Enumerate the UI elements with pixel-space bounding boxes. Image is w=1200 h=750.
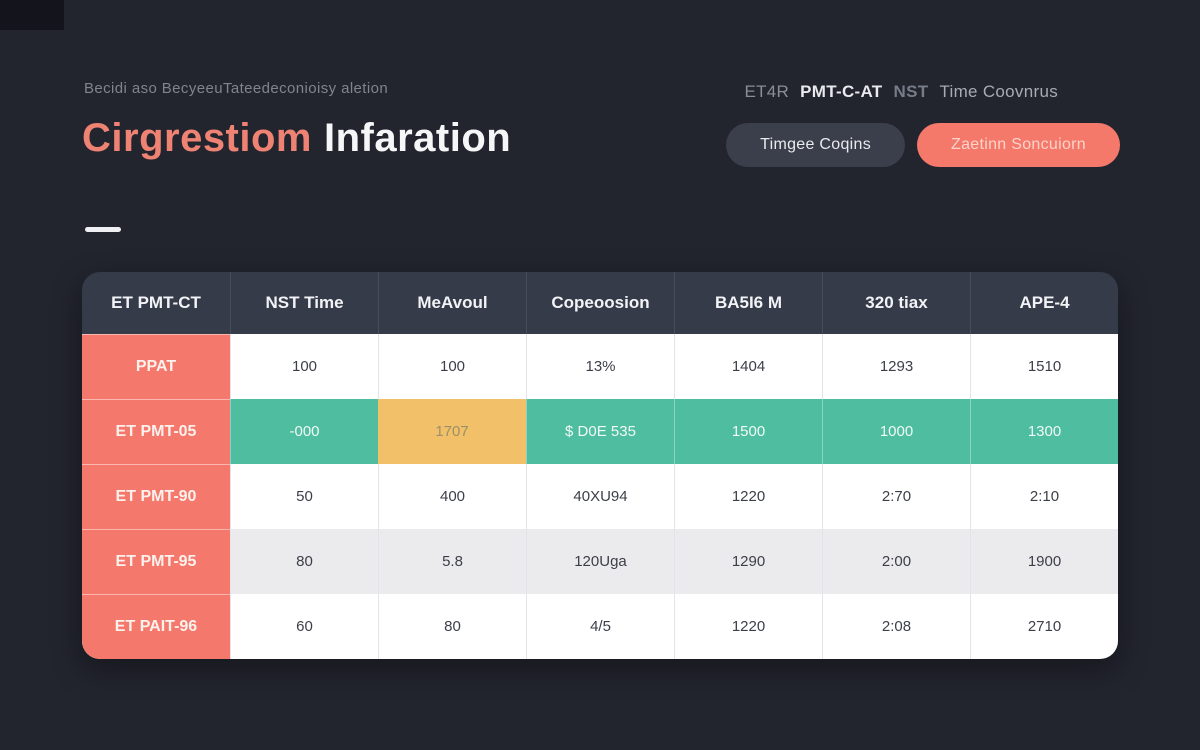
page-title-rest: Infaration — [324, 116, 512, 160]
title-underline-dash — [85, 227, 121, 232]
row-label-cell: ET PMT-95 — [82, 529, 230, 594]
column-header: MeAvoul — [378, 272, 526, 334]
secondary-action-button[interactable]: Timgee Coqins — [726, 123, 906, 167]
table-cell: 1404 — [674, 334, 822, 399]
table-cell: 100 — [378, 334, 526, 399]
header-right-label-part4: Time Coovnrus — [939, 82, 1058, 101]
header-right-label-part1: ET4R — [744, 82, 790, 101]
column-header: Copeoosion — [526, 272, 674, 334]
column-header: APE-4 — [970, 272, 1118, 334]
table-cell: 4/5 — [526, 594, 674, 659]
table-cell: 50 — [230, 464, 378, 529]
table-cell-highlight-teal: 1000 — [822, 399, 970, 464]
table-cell: 1510 — [970, 334, 1118, 399]
table-cell-highlight-teal: 1500 — [674, 399, 822, 464]
page-title-accent: Cirgrestiom — [82, 116, 312, 160]
table-cell: 13% — [526, 334, 674, 399]
table-cell-highlight-teal: -000 — [230, 399, 378, 464]
table-row: PPAT 100 100 13% 1404 1293 1510 — [82, 334, 1118, 399]
table-header-row: ET PMT-CT NST Time MeAvoul Copeoosion BA… — [82, 272, 1118, 334]
header-right-label: ET4R PMT-C-AT NST Time Coovnrus — [744, 82, 1058, 102]
data-table: ET PMT-CT NST Time MeAvoul Copeoosion BA… — [82, 272, 1118, 659]
header-button-row: Timgee Coqins Zaetinn Soncuiorn — [726, 123, 1120, 167]
table-cell: 60 — [230, 594, 378, 659]
table-cell: 1220 — [674, 464, 822, 529]
table-cell-highlight-teal: $ D0E 535 — [526, 399, 674, 464]
table-cell: 2:70 — [822, 464, 970, 529]
row-label-cell: ET PMT-90 — [82, 464, 230, 529]
table-cell: 80 — [378, 594, 526, 659]
table-cell: 2710 — [970, 594, 1118, 659]
column-header: BA5I6 M — [674, 272, 822, 334]
table-row-highlighted: ET PMT-05 -000 1707 $ D0E 535 1500 1000 … — [82, 399, 1118, 464]
table-cell-highlight-yellow: 1707 — [378, 399, 526, 464]
table-cell: 120Uga — [526, 529, 674, 594]
row-label-cell: ET PAIT-96 — [82, 594, 230, 659]
table-cell: 1900 — [970, 529, 1118, 594]
table-cell: 2:00 — [822, 529, 970, 594]
table-cell: 100 — [230, 334, 378, 399]
table-cell: 400 — [378, 464, 526, 529]
table-cell: 40XU94 — [526, 464, 674, 529]
table-row: ET PMT-95 80 5.8 120Uga 1290 2:00 1900 — [82, 529, 1118, 594]
row-label-cell: ET PMT-05 — [82, 399, 230, 464]
corner-artifact — [0, 0, 64, 30]
table-row: ET PMT-90 50 400 40XU94 1220 2:70 2:10 — [82, 464, 1118, 529]
header-right-label-part2: PMT-C-AT — [800, 82, 883, 101]
table-cell: 1290 — [674, 529, 822, 594]
column-header: 320 tiax — [822, 272, 970, 334]
column-header: NST Time — [230, 272, 378, 334]
table-cell-highlight-teal: 1300 — [970, 399, 1118, 464]
table-cell: 2:10 — [970, 464, 1118, 529]
table-cell: 80 — [230, 529, 378, 594]
table-cell: 1220 — [674, 594, 822, 659]
table-cell: 5.8 — [378, 529, 526, 594]
primary-action-button[interactable]: Zaetinn Soncuiorn — [917, 123, 1120, 167]
page-subtitle: Becidi aso BecyeeuTateedeconioisy aletio… — [84, 80, 389, 97]
table-row: ET PAIT-96 60 80 4/5 1220 2:08 2710 — [82, 594, 1118, 659]
header-right-label-part3: NST — [893, 82, 929, 101]
column-header: ET PMT-CT — [111, 293, 201, 312]
row-label-cell: PPAT — [82, 334, 230, 399]
table-cell: 1293 — [822, 334, 970, 399]
page-title: Cirgrestiom Infaration — [82, 116, 511, 161]
table-cell: 2:08 — [822, 594, 970, 659]
